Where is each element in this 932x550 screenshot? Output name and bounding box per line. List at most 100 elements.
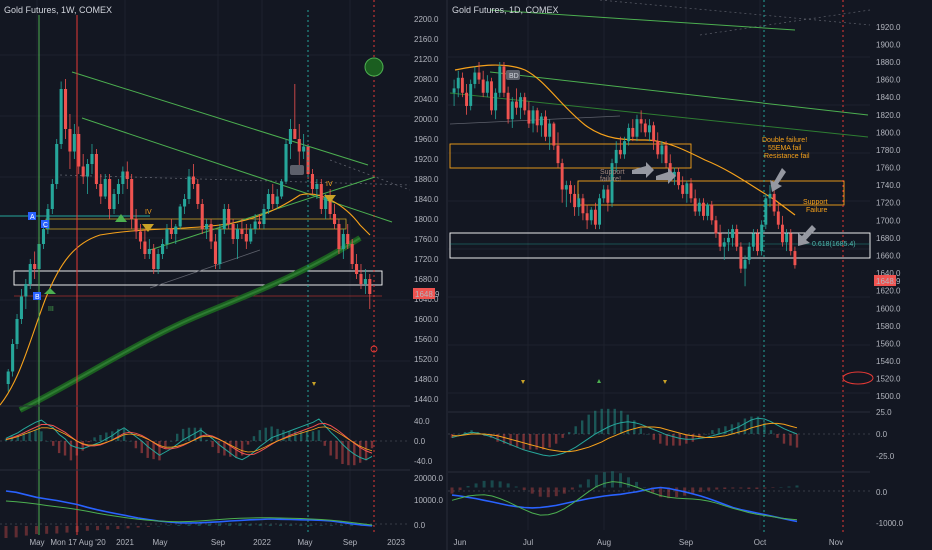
macd-hist-bar [652, 434, 655, 440]
candle-body [527, 110, 531, 124]
candle-body [789, 233, 793, 252]
osc-hist-bar [75, 526, 79, 532]
candle-body [514, 101, 518, 108]
y-tick-label: 1520.0 [876, 375, 901, 384]
right-price-axis[interactable]: 1920.0 1900.0 1880.0 1860.0 1840.0 1820.0 1800… [876, 23, 901, 401]
x-tick-label: Aug [597, 538, 611, 547]
osc-hist-bar [602, 472, 606, 488]
candle-body [702, 202, 705, 216]
svg-text:IV: IV [326, 181, 333, 188]
osc-hist-bar [514, 486, 518, 488]
left-chart-panel[interactable]: A C B IV III IV Gold Futures, 1W, COMEX … [0, 0, 443, 547]
candle-body [346, 234, 350, 244]
svg-text:0.0: 0.0 [876, 430, 888, 439]
candle-body [523, 97, 527, 111]
svg-text:0.0: 0.0 [414, 521, 426, 530]
candle-body [456, 77, 460, 89]
svg-text:C: C [43, 222, 48, 229]
y-tick-label: 1540.0 [876, 357, 901, 366]
macd-hist-bar [580, 420, 584, 434]
osc-hist-bar [228, 523, 232, 526]
macd-hist-bar [353, 441, 356, 466]
osc-hist-bar [570, 487, 574, 490]
candle-body [776, 211, 780, 225]
candle-body [68, 129, 72, 152]
left-markers: A C B IV III IV [28, 165, 336, 313]
macd-hist-bar [181, 428, 185, 441]
macd-hist-bar [646, 434, 649, 435]
left-time-axis[interactable]: May Mon 17 Aug '20 2021 May Sep 2022 May Sep 202… [29, 538, 405, 547]
candle-body [693, 198, 697, 212]
candle-body [589, 209, 593, 221]
macd-hist-bar [282, 430, 285, 441]
y-tick-label: 1720.0 [414, 255, 439, 264]
candle-body [209, 224, 213, 242]
osc-hist-bar [466, 485, 470, 488]
right-chart-panel[interactable]: 0.618(1685.4) Double failure! 55EMA fail… [448, 0, 904, 547]
macd-hist-bar [724, 426, 727, 434]
osc-hist-bar [586, 479, 590, 488]
macd-hist-bar [81, 441, 84, 451]
right-time-axis[interactable]: Jun Jul Aug Sep Oct Nov [454, 538, 844, 547]
candle-body [55, 144, 59, 184]
x-tick-label: Mon 17 Aug '20 [50, 538, 106, 547]
macd-hist-bar [87, 441, 90, 443]
macd-hist-bar [776, 434, 779, 438]
macd-hist-bar [528, 434, 532, 450]
svg-text:Resistance fail: Resistance fail [764, 153, 810, 160]
macd-hist-bar [370, 441, 374, 449]
y-tick-label: 1640.0 [876, 269, 901, 278]
candle-body [780, 224, 784, 243]
left-macd-pane: 40.0 0.0 -40.0 [0, 405, 433, 466]
candle-body [187, 176, 191, 199]
y-tick-label: 1680.0 [876, 234, 901, 243]
macd-hist-bar [258, 430, 262, 441]
svg-text:A: A [30, 214, 35, 221]
svg-text:Support: Support [803, 199, 828, 206]
right-candles [452, 61, 797, 287]
candle-body [315, 184, 319, 189]
macd-hist-bar [22, 432, 25, 441]
osc-hist-bar [635, 481, 639, 488]
candle-body [544, 116, 547, 137]
candle-body [714, 220, 718, 234]
candle-body [112, 194, 116, 209]
osc-hist-bar [707, 487, 711, 491]
candle-body [227, 209, 231, 224]
macd-hist-bar [756, 416, 760, 434]
candle-body [310, 174, 315, 189]
macd-hist-bar [737, 422, 740, 434]
candle-body [262, 209, 266, 224]
left-chart-title: Gold Futures, 1W, COMEX [4, 5, 112, 15]
osc-hist-bar [197, 523, 201, 526]
candle-body [6, 371, 10, 384]
left-price-axis[interactable]: 2200.0 2160.0 2120.0 2080.0 2040.0 2000.0 1960… [414, 15, 439, 404]
candle-body [519, 97, 523, 108]
y-tick-label: 1680.0 [414, 275, 439, 284]
candle-body [275, 196, 279, 204]
candle-body [24, 284, 28, 297]
candle-body [240, 229, 244, 234]
candle-body [465, 92, 469, 106]
macd-hist-bar [678, 434, 682, 446]
candle-body [793, 251, 797, 266]
candle-body [535, 110, 539, 126]
osc-hist-bar [116, 526, 120, 529]
candle-body [726, 237, 730, 243]
candle-body [485, 81, 489, 93]
candle-body [739, 246, 743, 269]
osc-hist-bar [530, 487, 534, 494]
left-ema [0, 193, 371, 406]
svg-text:0.0: 0.0 [876, 488, 888, 497]
y-tick-label: 1820.0 [876, 111, 901, 120]
candle-body [213, 241, 218, 264]
y-tick-label: 2040.0 [414, 95, 439, 104]
osc-hist-bar [187, 524, 191, 526]
candle-body [639, 119, 643, 124]
macd-hist-bar [323, 441, 326, 446]
candle-body [548, 123, 552, 137]
osc-hist-bar [279, 524, 282, 526]
osc-hist-bar [610, 471, 614, 488]
macd-hist-bar [541, 434, 545, 450]
